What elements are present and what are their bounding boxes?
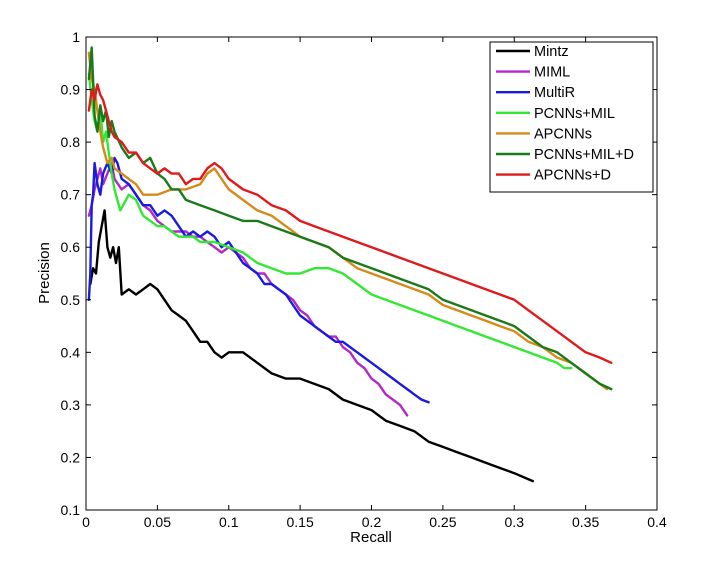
series-layer bbox=[87, 46, 613, 483]
x-tick-label: 0.4 bbox=[647, 514, 667, 530]
y-tick-label: 0.9 bbox=[61, 82, 81, 98]
series-line-miml bbox=[87, 161, 409, 417]
legend-label: MIML bbox=[534, 65, 570, 81]
x-tick-label: 0.15 bbox=[287, 514, 314, 530]
legend-label: MultiR bbox=[534, 85, 575, 101]
legend-label: APCNNs+D bbox=[534, 168, 611, 184]
y-tick-label: 0.6 bbox=[61, 239, 81, 255]
x-tick-label: 0.1 bbox=[219, 514, 239, 530]
ticks-layer: 0 0.05 0.1 0.15 0.2 0.25 0.3 0.35 0.4 0.1 0.2 0.3 0.… bbox=[61, 29, 667, 530]
y-tick-label: 0.2 bbox=[61, 449, 81, 465]
legend-label: PCNNs+MIL+D bbox=[534, 147, 634, 163]
x-axis-label: Recall bbox=[350, 529, 392, 546]
series-line-apcnns bbox=[87, 51, 609, 391]
series-line-pcnns-mil bbox=[87, 72, 573, 370]
y-tick-label: 0.8 bbox=[61, 134, 81, 150]
y-tick-label: 0.1 bbox=[61, 502, 81, 518]
x-tick-label: 0.25 bbox=[429, 514, 456, 530]
x-tick-label: 0.05 bbox=[144, 514, 171, 530]
x-tick-label: 0.2 bbox=[362, 514, 382, 530]
y-tick-label: 0.7 bbox=[61, 187, 81, 203]
x-tick-label: 0.3 bbox=[505, 514, 525, 530]
series-line-apcnns-d bbox=[87, 83, 613, 364]
series-line-pcnns-mil-d bbox=[87, 46, 613, 391]
y-tick-label: 0.3 bbox=[61, 397, 81, 413]
legend: Mintz MIML MultiR PCNNs+MIL APCNNs PCNNs+MIL+… bbox=[489, 41, 654, 193]
y-tick-label: 0.5 bbox=[61, 292, 81, 308]
series-line-mintz bbox=[89, 209, 534, 483]
legend-label: Mintz bbox=[534, 44, 569, 60]
legend-label: PCNNs+MIL bbox=[534, 106, 615, 122]
y-tick-label: 0.4 bbox=[61, 344, 81, 360]
legend-label: APCNNs bbox=[534, 126, 592, 142]
x-tick-label: 0 bbox=[82, 514, 90, 530]
y-axis-label: Precision bbox=[36, 242, 53, 304]
y-tick-label: 1 bbox=[72, 29, 80, 45]
legend-box bbox=[489, 41, 654, 193]
x-tick-label: 0.35 bbox=[572, 514, 599, 530]
